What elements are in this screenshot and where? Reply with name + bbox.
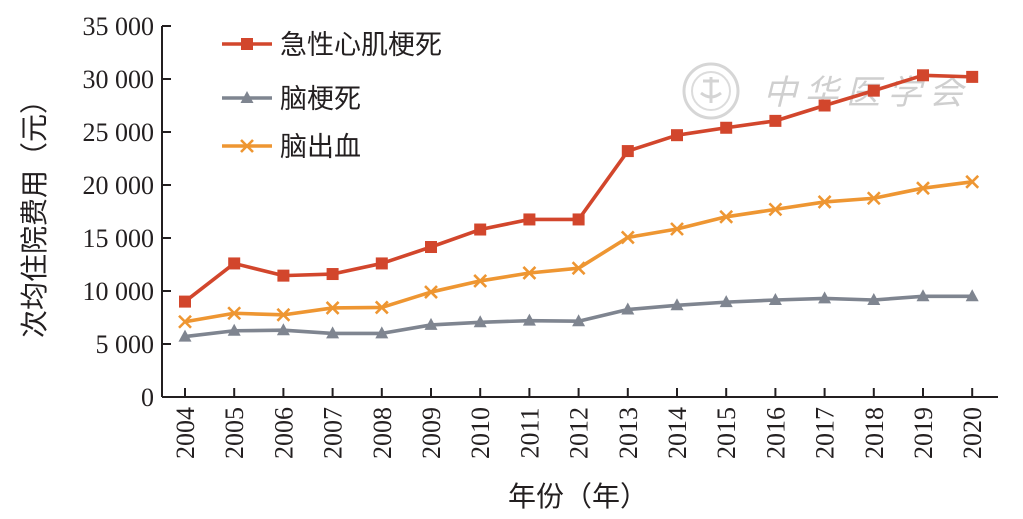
data-point — [720, 121, 733, 134]
data-point — [818, 99, 831, 112]
axes — [161, 26, 998, 398]
data-point — [473, 274, 488, 288]
data-point — [965, 289, 979, 302]
data-point — [424, 317, 438, 330]
data-point — [866, 191, 881, 206]
x-tick-label: 2007 — [319, 407, 348, 459]
legend-item: 脑梗死 — [222, 84, 361, 115]
legend-marker — [240, 139, 254, 153]
legend-item: 脑出血 — [222, 132, 361, 163]
data-point — [179, 295, 191, 308]
data-point — [817, 195, 832, 209]
data-point — [228, 257, 241, 270]
data-point — [670, 298, 684, 311]
data-point — [719, 295, 733, 308]
x-tick-label: 2009 — [417, 407, 446, 459]
y-axis-title: 次均住院费用（元） — [18, 86, 51, 338]
data-point — [572, 213, 585, 226]
data-point — [178, 329, 192, 342]
x-axis-title: 年份（年） — [508, 480, 648, 513]
data-point — [277, 269, 290, 282]
data-point — [375, 326, 389, 339]
data-point — [867, 293, 881, 306]
x-axis-ticks: 2004 2005 2006 2007 2008 2009 2010 2011 2012 2013… — [171, 388, 987, 459]
data-point — [227, 323, 241, 336]
x-tick-label: 2019 — [909, 407, 938, 459]
data-point — [917, 69, 929, 82]
data-point — [965, 174, 980, 189]
data-point — [916, 289, 930, 302]
data-point — [620, 230, 635, 245]
y-tick-label: 10 000 — [83, 277, 155, 306]
data-point — [769, 114, 782, 127]
series-3 — [178, 174, 980, 329]
x-tick-label: 2006 — [269, 407, 298, 459]
data-point — [375, 257, 388, 270]
data-point — [522, 266, 537, 280]
y-tick-label: 0 — [141, 383, 154, 412]
data-point — [474, 223, 487, 236]
legend-label: 急性心肌梗死 — [280, 30, 442, 61]
data-point — [523, 213, 536, 226]
series-layer — [178, 69, 980, 342]
data-point — [522, 313, 536, 326]
x-tick-label: 2015 — [712, 407, 741, 459]
data-point — [374, 300, 389, 315]
x-tick-label: 2004 — [171, 407, 200, 459]
data-point — [719, 209, 734, 224]
x-tick-label: 2012 — [565, 407, 594, 459]
series-1 — [179, 69, 979, 308]
seal-logo-icon — [682, 62, 740, 120]
x-tick-label: 2014 — [663, 407, 692, 459]
data-point — [966, 70, 979, 83]
data-point — [867, 84, 880, 97]
data-point — [326, 326, 340, 339]
data-point — [671, 129, 683, 142]
x-tick-label: 2017 — [811, 407, 840, 459]
data-point — [276, 323, 290, 336]
data-point — [473, 315, 487, 328]
series-2 — [178, 289, 979, 342]
data-point — [621, 302, 635, 315]
data-point — [425, 241, 437, 254]
x-tick-label: 2008 — [368, 407, 397, 459]
data-point — [571, 261, 586, 276]
x-tick-label: 2013 — [614, 407, 643, 459]
y-axis-ticks: 0 5 000 10 000 15 000 20 000 25 000 30 000 35 0… — [83, 12, 171, 412]
y-tick-label: 25 000 — [83, 118, 155, 147]
x-tick-label: 2010 — [466, 407, 495, 459]
data-point — [916, 181, 930, 196]
data-point — [326, 268, 339, 281]
data-point — [227, 306, 242, 321]
data-point — [178, 314, 192, 329]
legend-marker — [241, 38, 253, 50]
data-point — [670, 222, 684, 236]
data-point — [325, 301, 340, 315]
y-tick-label: 15 000 — [83, 224, 155, 253]
data-point — [276, 307, 291, 322]
data-point — [572, 314, 586, 327]
y-tick-label: 20 000 — [83, 171, 155, 200]
data-point — [621, 145, 634, 158]
x-tick-label: 2005 — [220, 407, 249, 459]
x-tick-label: 2018 — [860, 407, 889, 459]
y-tick-label: 35 000 — [83, 12, 155, 41]
data-point — [424, 285, 438, 299]
x-tick-label: 2016 — [761, 407, 790, 459]
legend-item: 急性心肌梗死 — [222, 30, 442, 61]
x-tick-label: 2020 — [958, 407, 987, 459]
data-point — [768, 293, 782, 306]
data-point — [818, 291, 832, 304]
data-point — [768, 202, 783, 217]
legend-label: 脑出血 — [280, 132, 361, 163]
x-tick-label: 2011 — [515, 407, 544, 458]
y-tick-label: 30 000 — [83, 65, 155, 94]
y-tick-label: 5 000 — [96, 330, 155, 359]
legend-marker — [240, 91, 254, 103]
legend-label: 脑梗死 — [280, 84, 361, 115]
